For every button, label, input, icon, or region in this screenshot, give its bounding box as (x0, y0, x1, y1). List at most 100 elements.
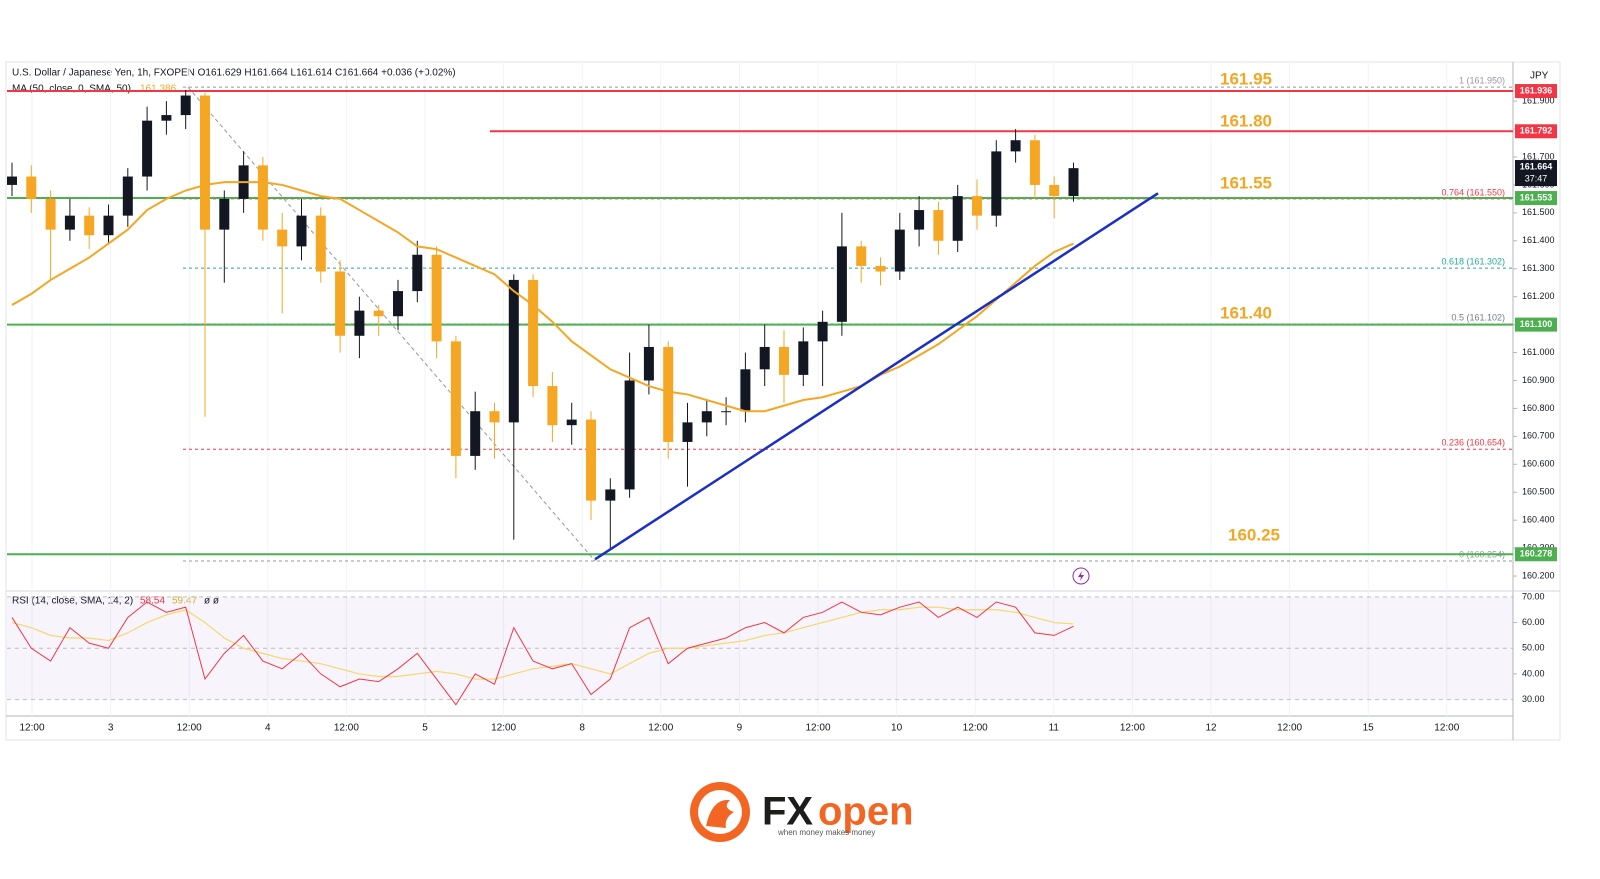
candle-body (547, 386, 558, 426)
x-tick-label: 9 (737, 723, 743, 734)
candle-body (200, 95, 210, 230)
logo-brand-dark: FX (762, 790, 813, 834)
event-icon[interactable] (1072, 567, 1090, 585)
level-annotation: 161.95 (1220, 69, 1272, 88)
candle-body (836, 246, 847, 322)
y-tick-label: 160.600 (1522, 459, 1555, 469)
level-annotation: 160.25 (1228, 525, 1280, 544)
candle-body (991, 151, 1002, 216)
candle-body (682, 422, 693, 442)
y-tick-label: 161.000 (1522, 347, 1555, 357)
price-badge (1515, 124, 1557, 139)
candle-body (64, 215, 75, 230)
logo-icon-bull (706, 799, 734, 828)
x-tick-label: 10 (891, 723, 903, 734)
candle-body (450, 341, 461, 456)
x-tick-label: 12:00 (963, 723, 988, 734)
x-tick-label: 12:00 (491, 723, 516, 734)
candle-body (643, 346, 654, 381)
x-tick-label: 4 (265, 723, 271, 734)
candle-body (122, 176, 133, 216)
y-tick-label: 161.200 (1522, 291, 1555, 301)
fib-label: 0.236 (160.654) (1441, 438, 1505, 448)
x-tick-label: 8 (579, 723, 585, 734)
x-tick-label: 12:00 (1277, 723, 1302, 734)
y-tick-label: 161.700 (1522, 151, 1555, 161)
candle-body (296, 215, 307, 247)
candle-body (817, 321, 828, 342)
candle-body (84, 215, 95, 236)
rsi-ma-legend-value: 59.47 (172, 596, 197, 607)
candle-body (701, 411, 712, 423)
candle-body (489, 411, 500, 423)
y-tick-label: 160.200 (1522, 570, 1555, 580)
candle-body (277, 229, 288, 247)
y-tick-label: 160.900 (1522, 375, 1555, 385)
ma-legend-value: 161.386 (140, 84, 177, 95)
price-badge-label: 160.278 (1520, 549, 1553, 559)
ma-line (11, 181, 1074, 413)
candle-body (26, 176, 37, 199)
rsi-legend-extra: ø ø (204, 596, 219, 607)
currency: JPY (1530, 71, 1549, 82)
x-tick-label: 12 (1205, 723, 1217, 734)
y-tick-label: 160.500 (1522, 487, 1555, 497)
candle-body (875, 265, 886, 272)
level-annotation: 161.80 (1220, 111, 1272, 130)
fib-diagonal (187, 86, 596, 562)
x-tick-label: 12:00 (19, 723, 44, 734)
x-tick-label: 15 (1363, 723, 1375, 734)
logo-tagline: when money makes money (777, 828, 875, 837)
price-badge-label: 161.792 (1520, 126, 1553, 136)
candle-body (354, 310, 365, 336)
candle-body (914, 210, 925, 230)
price-badge-countdown: 37:47 (1525, 173, 1548, 183)
candle-body (142, 120, 153, 177)
candle-body (798, 341, 809, 375)
candle-body (972, 196, 982, 216)
x-tick-label: 12:00 (1434, 723, 1459, 734)
candle-body (779, 346, 789, 375)
candle-body (335, 271, 346, 336)
candle-body (759, 346, 770, 370)
x-tick-label: 12:00 (805, 723, 830, 734)
candle-body (161, 115, 172, 121)
candle-body (1068, 168, 1079, 197)
candle-body (373, 310, 384, 317)
candle-body (508, 279, 519, 423)
fib-label: 0.618 (161.302) (1441, 257, 1505, 267)
logo: FX open when money makes money (690, 782, 914, 842)
trendline (594, 192, 1159, 561)
fib-label: 0.5 (161.102) (1451, 312, 1505, 322)
rsi-legend-value: 58.54 (140, 596, 165, 607)
y-tick-label: 160.400 (1522, 515, 1555, 525)
candle-body (180, 95, 191, 116)
candle-body (605, 489, 616, 501)
candle-body (1010, 140, 1021, 152)
price-badge (1515, 160, 1557, 187)
rsi-legend: RSI (14, close, SMA, 14, 2) (12, 596, 133, 607)
y-tick-label: 161.900 (1522, 95, 1555, 105)
y-tick-label: 161.400 (1522, 235, 1555, 245)
price-badge (1515, 317, 1557, 332)
candle-body (257, 165, 268, 230)
candle-body (1029, 140, 1040, 185)
rsi-line (11, 601, 1074, 706)
rsi-tick-label: 70.00 (1522, 591, 1545, 601)
fib-label: 1 (161.950) (1459, 76, 1505, 86)
x-tick-label: 11 (1049, 723, 1060, 734)
candle-body (740, 369, 751, 412)
price-badge-label: 161.553 (1520, 192, 1553, 202)
price-badge-label: 161.100 (1520, 319, 1553, 329)
candle-body (933, 210, 944, 241)
candle-body (470, 411, 481, 456)
candle-body (721, 411, 732, 413)
x-tick-label: 12:00 (177, 723, 202, 734)
candle-body (952, 196, 963, 241)
candle-body (393, 291, 403, 317)
price-badge (1515, 84, 1557, 99)
rsi-tick-label: 40.00 (1522, 668, 1545, 678)
x-tick-label: 12:00 (648, 723, 673, 734)
level-annotation: 161.40 (1220, 303, 1272, 322)
